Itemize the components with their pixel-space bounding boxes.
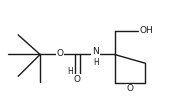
Text: O: O <box>126 84 133 93</box>
Text: O: O <box>57 49 64 58</box>
Text: O: O <box>74 75 81 83</box>
Text: H: H <box>67 67 73 76</box>
Text: OH: OH <box>139 26 153 35</box>
Text: N: N <box>92 47 99 56</box>
Text: H: H <box>94 58 99 67</box>
